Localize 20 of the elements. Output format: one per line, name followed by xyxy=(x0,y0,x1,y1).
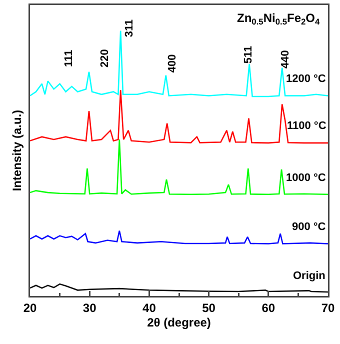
series-label: 1100 °C xyxy=(287,120,326,132)
x-tick-label: 40 xyxy=(142,300,156,315)
x-tick-label: 20 xyxy=(23,300,37,315)
y-axis-title: Intensity (a.u.) xyxy=(10,110,24,192)
annotation: 220 xyxy=(99,49,112,68)
text: Zn$_{0.5}$Ni$_{0.5}$Fe$_{2}$O$_{4}$ xyxy=(237,11,320,27)
series-label: 900 °C xyxy=(292,221,326,233)
x-tick-label: 30 xyxy=(82,300,97,315)
annotation: 400 xyxy=(166,54,178,73)
annotation: 311 xyxy=(123,19,136,38)
annotation: 111 xyxy=(62,50,75,67)
annotation: 440 xyxy=(279,50,292,68)
series-label: 1200 °C xyxy=(286,73,326,85)
x-tick-label: 70 xyxy=(321,300,335,315)
series-label: 1000 °C xyxy=(286,172,326,184)
annotation: 511 xyxy=(242,46,254,64)
x-tick-label: 60 xyxy=(262,300,276,315)
x-axis-title: 2θ (degree) xyxy=(147,316,211,330)
x-tick-label: 50 xyxy=(202,300,216,315)
series-label: Origin xyxy=(293,270,326,282)
